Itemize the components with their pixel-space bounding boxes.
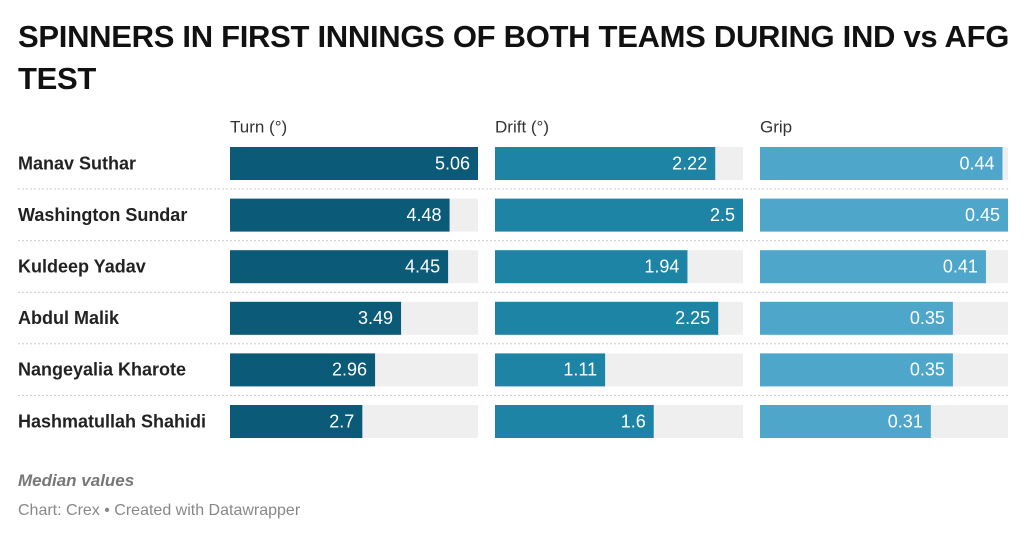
bar [760,353,953,387]
row-label: Kuldeep Yadav [18,256,146,276]
source: Chart: Crex • Created with Datawrapper [18,502,301,519]
column-header: Grip [760,117,792,136]
value-label: 2.22 [672,153,707,173]
value-label: 0.44 [959,153,994,173]
value-label: 0.35 [910,308,945,328]
value-label: 1.6 [621,411,646,431]
bar [230,353,376,387]
bar [760,405,931,438]
bar [495,353,606,387]
bar [495,198,743,232]
bar [495,250,688,284]
bar [495,405,654,438]
bar [495,147,716,180]
bar [230,250,449,284]
column-header: Turn (°) [230,117,287,136]
value-label: 3.49 [358,308,393,328]
bar [230,147,478,180]
chart-title: SPINNERS IN FIRST INNINGS OF BOTH TEAMS … [18,19,1010,96]
column-header: Drift (°) [495,117,549,136]
bar [230,301,402,335]
row-label: Manav Suthar [18,153,136,173]
value-label: 0.35 [910,360,945,380]
value-label: 0.45 [965,205,1000,225]
note: Median values [18,471,135,490]
value-label: 1.11 [563,360,597,380]
bar [230,198,450,232]
value-label: 1.94 [644,256,679,276]
value-label: 4.45 [405,256,440,276]
bar [495,301,719,335]
value-label: 2.7 [329,411,354,431]
row-label: Nangeyalia Kharote [18,360,186,380]
value-label: 2.25 [675,308,710,328]
value-label: 2.96 [332,360,367,380]
row-label: Abdul Malik [18,308,120,328]
value-label: 2.5 [710,205,735,225]
value-label: 0.31 [888,411,923,431]
bar [760,250,986,284]
value-label: 4.48 [407,205,442,225]
row-label: Washington Sundar [18,205,187,225]
bar [230,405,363,438]
value-label: 5.06 [435,153,470,173]
bar [760,147,1003,180]
bar [760,198,1008,232]
value-label: 0.41 [943,256,978,276]
row-label: Hashmatullah Shahidi [18,411,206,431]
bar [760,301,953,335]
